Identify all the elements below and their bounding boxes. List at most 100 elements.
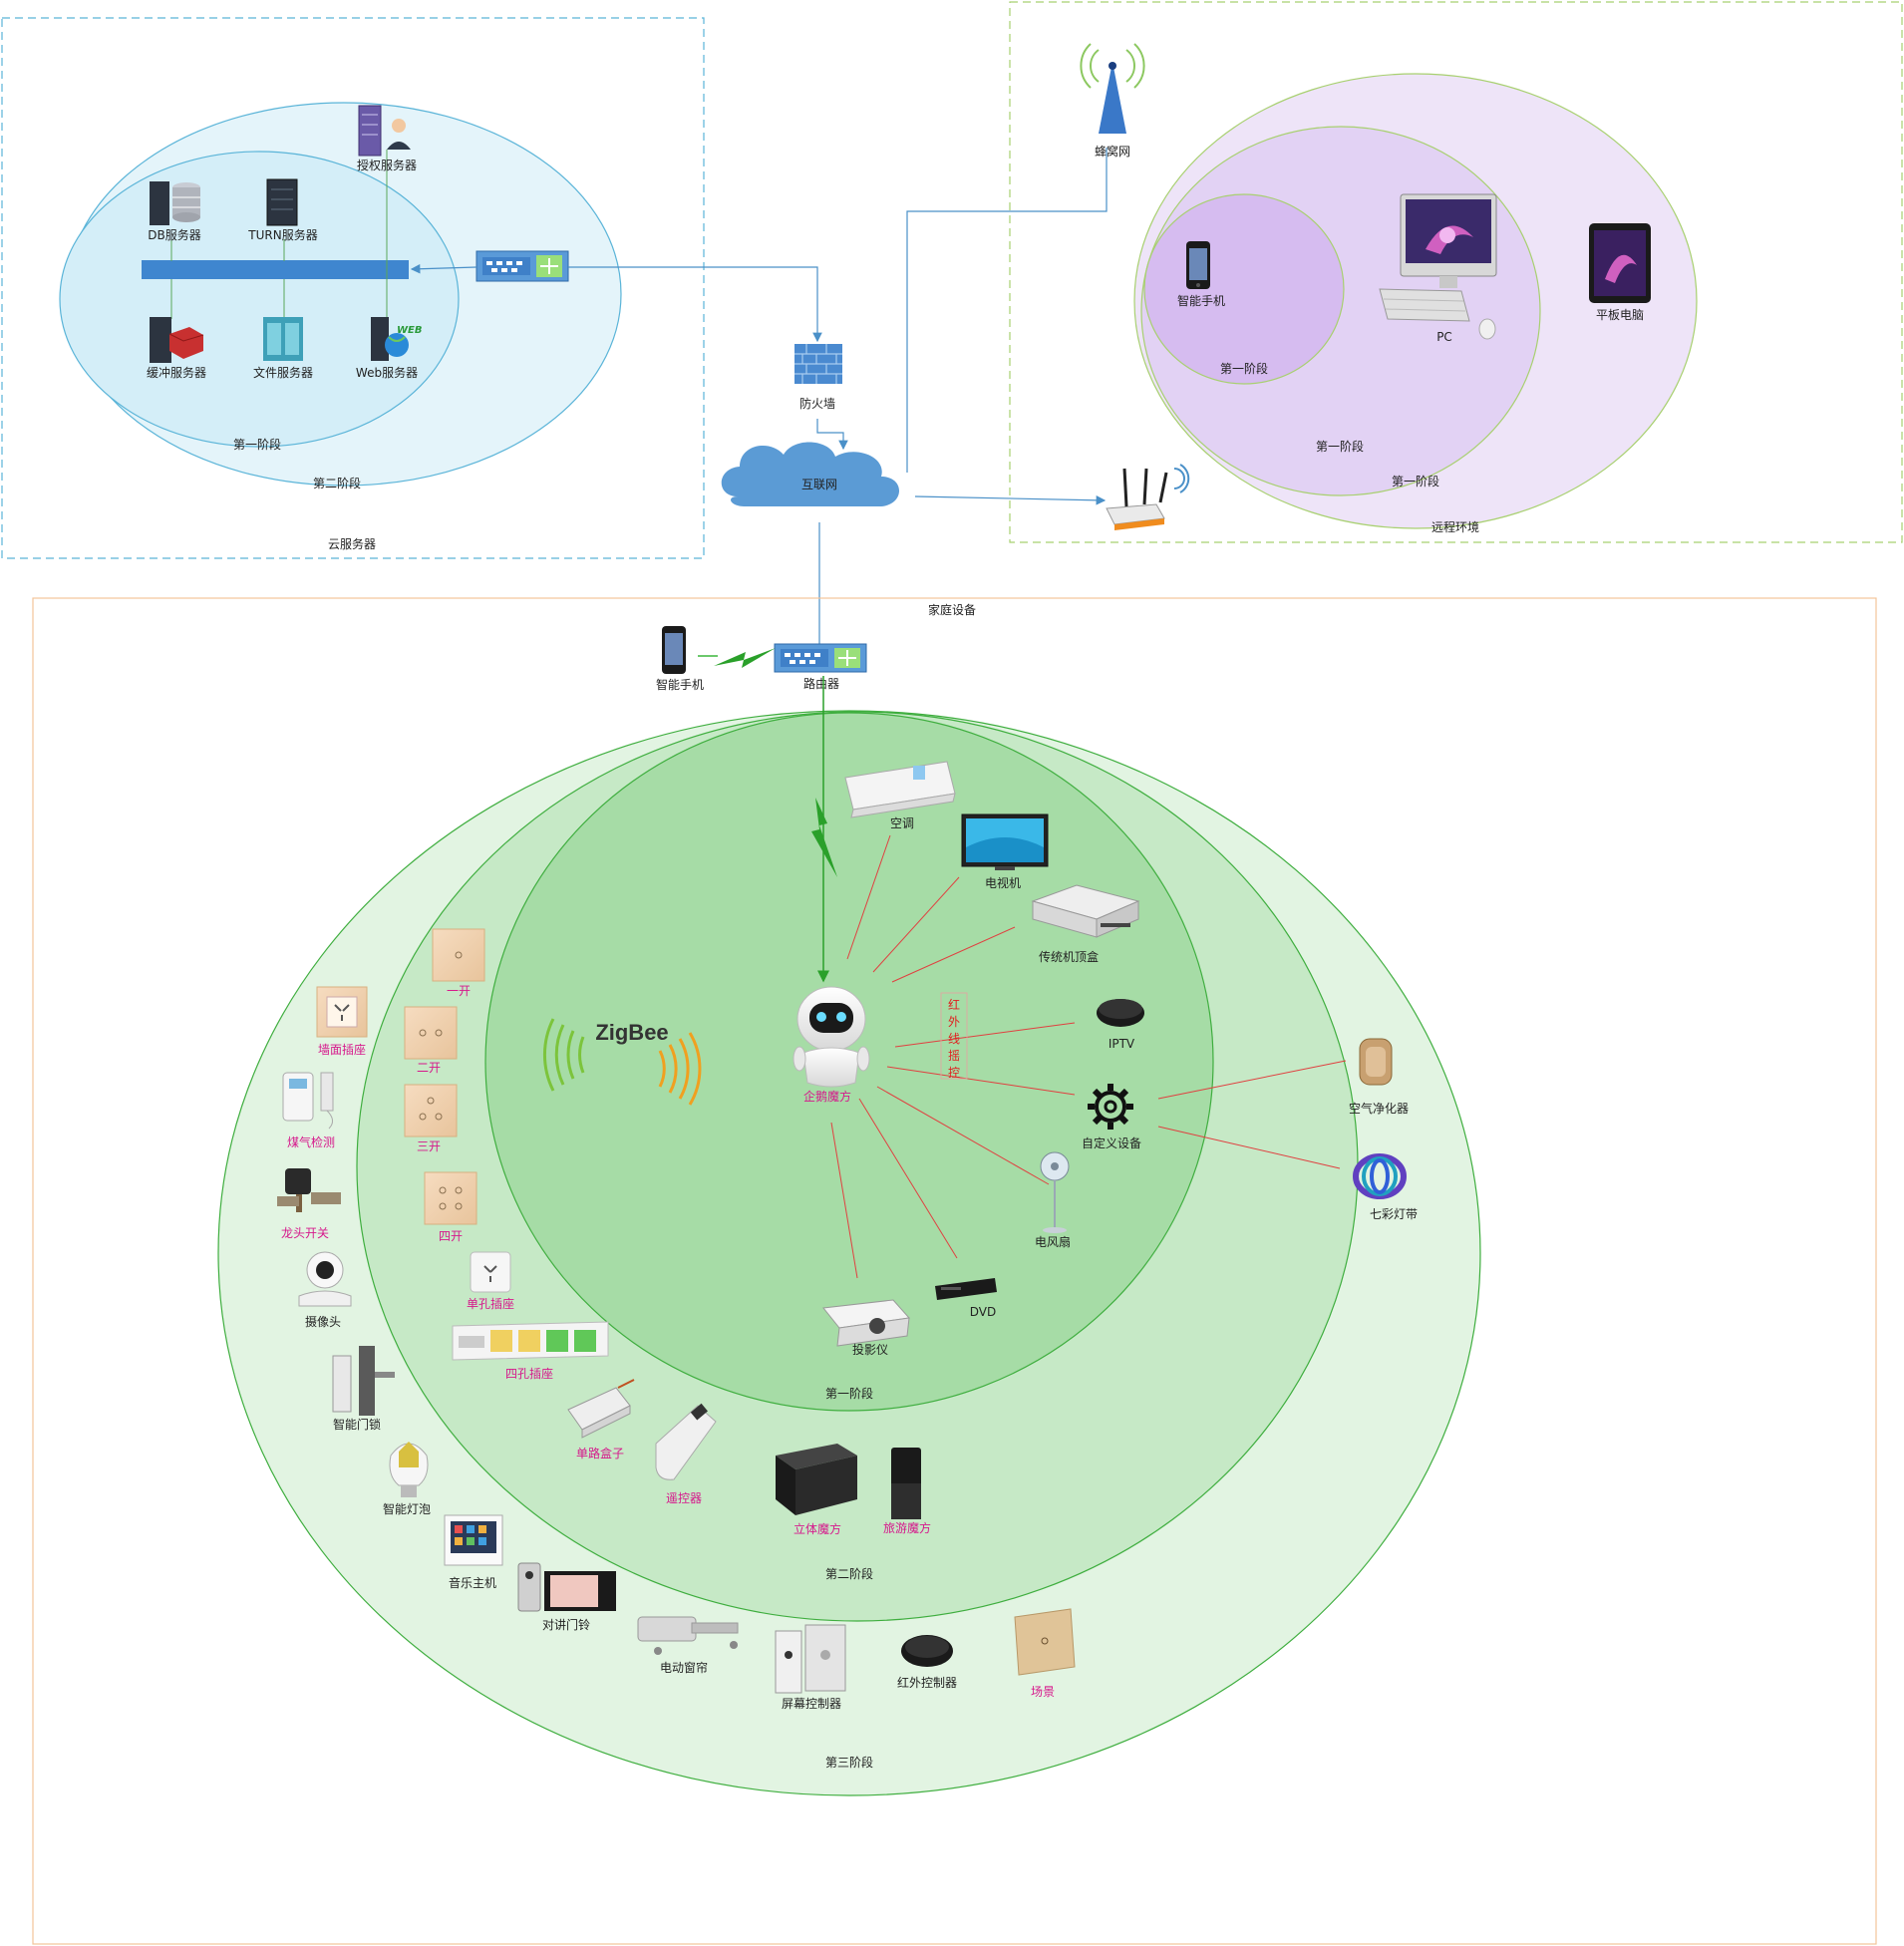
switch-3-label: 三开 xyxy=(417,1139,441,1153)
tv-icon[interactable] xyxy=(961,813,1049,870)
svg-text:红: 红 xyxy=(948,997,960,1012)
switch-4-label: 四开 xyxy=(439,1229,463,1243)
intercom-icon[interactable] xyxy=(517,1562,616,1612)
remote-region-label: 远程环境 xyxy=(1431,519,1479,534)
fan-label: 电风扇 xyxy=(1035,1234,1071,1249)
custom-device-gear-icon[interactable] xyxy=(1088,1084,1133,1130)
valve-switch-label: 龙头开关 xyxy=(281,1226,329,1240)
zigbee-bolt-icon xyxy=(811,798,837,877)
svg-text:摇: 摇 xyxy=(948,1049,960,1063)
home-router-icon[interactable] xyxy=(774,643,867,673)
hub-robot-icon[interactable] xyxy=(793,986,870,1088)
remote-region: 远程环境 第一阶段 第一阶段 第一阶段 蜂窝网 xyxy=(1009,1,1903,543)
camera-icon[interactable] xyxy=(298,1251,352,1307)
curtain-motor-icon[interactable] xyxy=(637,1616,739,1655)
remote-stage1-mid-label: 第一阶段 xyxy=(1316,439,1364,454)
fan-icon[interactable] xyxy=(1040,1151,1070,1233)
quad-socket-label: 四孔插座 xyxy=(505,1366,553,1381)
cache-server-icon[interactable] xyxy=(150,317,204,363)
remote-stage1-outer-label: 第一阶段 xyxy=(1392,474,1439,488)
stb-icon[interactable] xyxy=(1031,884,1140,938)
screen-controller-label: 屏幕控制器 xyxy=(782,1697,841,1711)
firewall-icon[interactable] xyxy=(794,344,842,384)
zigbee-logo: ZigBee xyxy=(543,1018,702,1106)
intercom-label: 对讲门铃 xyxy=(542,1617,590,1632)
home-region: 家庭设备 第一阶段 第二阶段 第三阶段 路由器 智能手机 xyxy=(32,597,1877,1945)
cube-3d-label: 立体魔方 xyxy=(793,1521,841,1536)
turn-server-icon[interactable] xyxy=(266,178,298,226)
single-socket-label: 单孔插座 xyxy=(467,1296,514,1311)
scene-panel-icon[interactable] xyxy=(1014,1608,1076,1676)
smart-bulb-label: 智能灯泡 xyxy=(383,1501,431,1516)
hub-label: 企鹅魔方 xyxy=(803,1089,851,1104)
pc-icon[interactable] xyxy=(1379,193,1497,340)
home-phone-label: 智能手机 xyxy=(656,677,704,692)
ir-lines xyxy=(830,834,1347,1279)
relay-box-icon[interactable] xyxy=(567,1379,635,1439)
cube-3d-icon[interactable] xyxy=(776,1444,857,1515)
auth-server-icon[interactable] xyxy=(358,105,411,157)
core-network: 防火墙 互联网 xyxy=(568,148,1108,650)
auth-server-label: 授权服务器 xyxy=(357,158,417,172)
dvd-icon[interactable] xyxy=(935,1278,997,1300)
ir-controller-label: 红外控制器 xyxy=(897,1675,957,1690)
switch-4-icon[interactable] xyxy=(424,1171,477,1225)
quad-socket-icon[interactable] xyxy=(452,1321,609,1361)
turn-server-label: TURN服务器 xyxy=(247,227,317,242)
cloud-region-label: 云服务器 xyxy=(328,536,376,551)
projector-label: 投影仪 xyxy=(852,1342,888,1357)
wireless-bolt-icon xyxy=(714,648,776,668)
wifi-router-icon[interactable] xyxy=(1106,464,1190,530)
svg-text:外: 外 xyxy=(948,1015,960,1029)
cell-tower-icon[interactable] xyxy=(1080,43,1145,134)
light-strip-icon[interactable] xyxy=(1353,1153,1407,1199)
smart-bulb-icon[interactable] xyxy=(389,1442,429,1497)
internet-label: 互联网 xyxy=(801,478,837,491)
gas-detector-label: 煤气检测 xyxy=(287,1135,335,1149)
file-server-label: 文件服务器 xyxy=(253,365,313,380)
travel-cube-icon[interactable] xyxy=(891,1448,921,1519)
home-stage2-label: 第二阶段 xyxy=(825,1566,873,1581)
door-lock-label: 智能门锁 xyxy=(333,1417,381,1432)
switch-2-label: 二开 xyxy=(417,1061,441,1075)
custom-device-label: 自定义设备 xyxy=(1082,1135,1141,1150)
web-server-icon[interactable]: WEB xyxy=(371,317,422,361)
cloud-stage2-label: 第二阶段 xyxy=(313,476,361,490)
air-purifier-label: 空气净化器 xyxy=(1349,1101,1409,1116)
ac-icon[interactable] xyxy=(844,761,956,818)
switch-2-icon[interactable] xyxy=(404,1006,458,1060)
gas-detector-icon[interactable] xyxy=(282,1072,334,1130)
tablet-icon[interactable] xyxy=(1589,223,1651,303)
remote-controller-icon[interactable] xyxy=(655,1403,717,1480)
air-purifier-icon[interactable] xyxy=(1359,1038,1393,1086)
db-server-icon[interactable] xyxy=(150,181,200,225)
switch-1-label: 一开 xyxy=(447,984,471,998)
wall-socket-label: 墙面插座 xyxy=(318,1042,366,1057)
door-lock-icon[interactable] xyxy=(332,1346,395,1416)
switch-to-bus-link xyxy=(410,263,477,274)
cloud-switch-icon[interactable] xyxy=(476,250,569,282)
curtain-label: 电动窗帘 xyxy=(660,1660,708,1675)
home-phone-icon[interactable] xyxy=(662,626,686,674)
cache-server-label: 缓冲服务器 xyxy=(147,365,206,380)
valve-switch-icon[interactable] xyxy=(277,1168,341,1212)
server-bus xyxy=(142,260,409,279)
ir-label-box xyxy=(940,992,968,1080)
projector-icon[interactable] xyxy=(822,1299,910,1347)
wall-socket-icon[interactable] xyxy=(316,986,368,1038)
remote-phone-icon[interactable] xyxy=(1186,241,1210,289)
music-host-icon[interactable] xyxy=(444,1514,503,1566)
ir-controller-icon[interactable] xyxy=(901,1635,953,1667)
switch-3-icon[interactable] xyxy=(404,1084,458,1137)
single-socket-icon[interactable] xyxy=(470,1251,511,1293)
iptv-icon[interactable] xyxy=(1097,999,1144,1027)
screen-controller-icon[interactable] xyxy=(775,1624,846,1694)
camera-label: 摄像头 xyxy=(305,1314,341,1329)
cellular-label: 蜂窝网 xyxy=(1095,144,1130,159)
internet-cloud-icon[interactable] xyxy=(721,442,899,506)
file-server-icon[interactable] xyxy=(263,317,303,361)
travel-cube-label: 旅游魔方 xyxy=(883,1520,931,1535)
db-server-label: DB服务器 xyxy=(148,227,200,242)
switch-1-icon[interactable] xyxy=(432,928,485,982)
